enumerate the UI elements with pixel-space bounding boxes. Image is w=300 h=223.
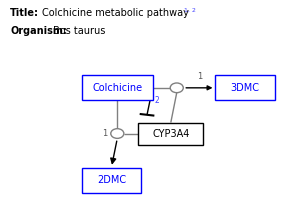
- Text: Bos taurus: Bos taurus: [53, 26, 106, 36]
- Text: 2DMC: 2DMC: [97, 175, 126, 185]
- Text: Title:: Title:: [10, 8, 39, 18]
- Text: CYP3A4: CYP3A4: [152, 128, 190, 138]
- Circle shape: [111, 129, 124, 138]
- Bar: [82, 168, 141, 193]
- Bar: [215, 75, 275, 101]
- Circle shape: [170, 83, 183, 93]
- Text: 3DMC: 3DMC: [231, 83, 260, 93]
- Text: 1, 2: 1, 2: [184, 8, 196, 12]
- Text: Organism:: Organism:: [10, 26, 67, 36]
- Text: Colchicine metabolic pathway: Colchicine metabolic pathway: [41, 8, 188, 18]
- Text: Colchicine: Colchicine: [92, 83, 142, 93]
- Bar: [138, 122, 203, 145]
- Text: 2: 2: [154, 96, 159, 105]
- Text: 1: 1: [197, 72, 202, 81]
- Text: 1: 1: [102, 129, 107, 138]
- Bar: [82, 75, 153, 101]
